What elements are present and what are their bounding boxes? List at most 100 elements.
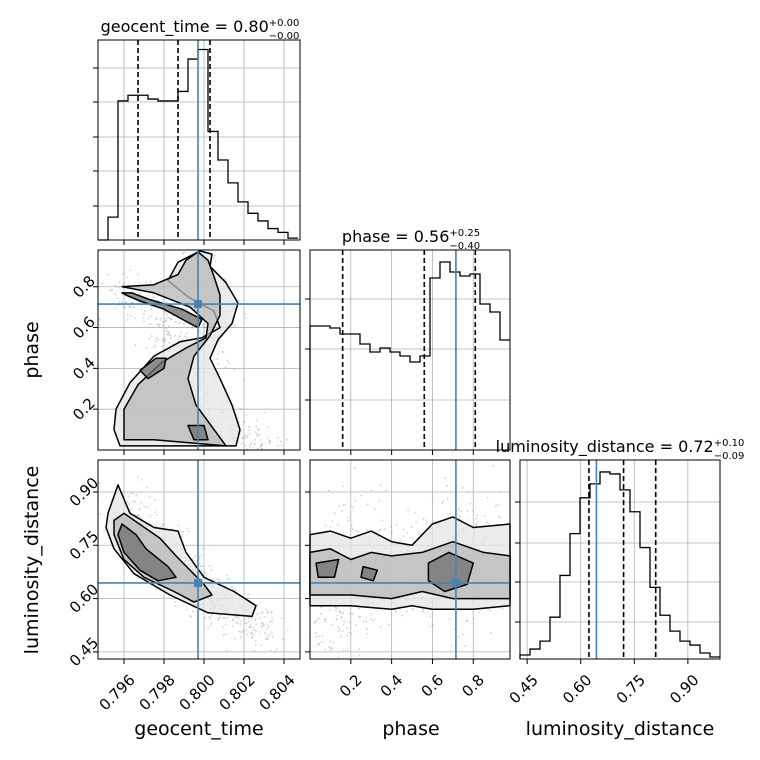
sample-point-a10-13-8 (241, 437, 244, 440)
sample-point-a10-17-2 (118, 281, 121, 283)
sample-point-a10-17-1 (128, 269, 131, 272)
sample-point-a10-19-10 (167, 330, 169, 333)
sample-point-a20-14-4 (258, 631, 260, 633)
sample-point-a20-7-6 (226, 578, 229, 581)
sample-point-a20-14-7 (270, 631, 273, 634)
sample-point-a10-5-3 (180, 339, 183, 341)
sample-point-a20-12-1 (210, 614, 213, 617)
sample-point-a20-30-12 (148, 495, 151, 498)
sample-point-a10-33-3 (154, 340, 157, 343)
sample-point-a10-37-7 (162, 321, 165, 323)
tick-label-y-a20-0: 0.45 (66, 634, 102, 670)
sample-point-a10-17-6 (114, 307, 117, 309)
sample-point-a20-17-10 (137, 514, 140, 517)
sample-point-a10-33-10 (179, 334, 182, 337)
sample-point-a10-37-4 (170, 317, 173, 320)
sample-point-a20-29-1 (219, 616, 221, 619)
sample-point-a21-12-5 (324, 648, 327, 651)
sample-point-a10-3-9 (161, 324, 164, 327)
sample-point-a20-35-4 (230, 586, 233, 588)
sample-point-a21-20-0 (501, 607, 504, 610)
sample-point-a21-12-4 (336, 614, 339, 617)
sample-point-a20-14-5 (251, 617, 253, 620)
contour-a20-inner-2 (117, 523, 177, 582)
sample-point-a10-23-3 (266, 426, 269, 429)
sample-point-a10-15-5 (243, 421, 245, 424)
sample-point-a10-3-13 (150, 335, 153, 337)
sample-point-a20-39-0 (280, 617, 283, 620)
sample-point-a10-38-1 (228, 362, 231, 365)
sample-point-a10-6-9 (191, 327, 194, 330)
sample-point-a10-5-2 (180, 331, 183, 334)
sample-point-a21-22-13 (457, 635, 460, 638)
sample-point-a20-16-0 (273, 650, 276, 653)
sample-point-a21-12-10 (342, 612, 345, 615)
sample-point-a10-16-2 (260, 444, 263, 447)
sample-point-a10-3-3 (165, 327, 168, 330)
sample-point-a10-0-12 (129, 306, 132, 308)
sample-point-a20-17-12 (127, 495, 130, 498)
sample-point-a10-13-1 (257, 433, 260, 436)
sample-point-a20-30-3 (135, 514, 138, 517)
sample-point-a10-21-13 (214, 260, 217, 263)
sample-point-a10-4-0 (168, 325, 170, 328)
sample-point-a10-14-9 (252, 446, 255, 449)
sample-point-a21-18-6 (498, 515, 501, 517)
sample-point-a10-1-13 (125, 301, 128, 304)
sample-point-a10-5-0 (191, 325, 194, 328)
sample-point-a21-14-11 (337, 656, 340, 659)
sample-point-a10-28-2 (204, 326, 207, 329)
sample-point-a21-33-3 (402, 535, 405, 538)
panel-frame-a21 (309, 459, 511, 660)
sample-point-a21-23-7 (340, 635, 343, 638)
sample-point-a21-0-2 (467, 490, 469, 493)
sample-point-a10-18-4 (134, 317, 136, 319)
panel-title-plus-2: +0.10 (714, 438, 745, 449)
sample-point-a21-33-5 (400, 539, 403, 542)
sample-point-a10-14-4 (245, 413, 248, 416)
sample-point-a21-17-11 (446, 498, 449, 500)
sample-point-a21-10-12 (318, 617, 321, 620)
sample-point-a10-0-9 (121, 301, 124, 304)
sample-point-a21-14-9 (366, 628, 369, 631)
sample-point-a10-15-7 (260, 447, 263, 450)
sample-point-a20-14-2 (261, 625, 264, 628)
sample-point-a10-4-5 (158, 325, 161, 328)
sample-point-a10-33-7 (162, 339, 164, 342)
contour-a21-inner-3 (315, 558, 340, 579)
sample-point-a20-38-2 (234, 616, 237, 619)
histogram-a00 (98, 48, 298, 241)
sample-point-a21-17-2 (444, 477, 447, 479)
sample-point-a10-32-4 (260, 447, 263, 450)
sample-point-a20-14-8 (270, 610, 273, 613)
sample-point-a20-11-7 (232, 619, 235, 621)
sample-point-a21-26-2 (370, 489, 373, 492)
sample-point-a10-39-9 (254, 431, 257, 434)
sample-point-a20-30-10 (146, 506, 149, 508)
sample-point-a10-5-4 (168, 341, 171, 344)
sample-point-a20-22-1 (228, 577, 231, 580)
sample-point-a10-17-0 (108, 289, 111, 292)
tick-label-x-a21-0: 0.2 (336, 671, 366, 701)
sample-point-a10-38-2 (217, 352, 220, 355)
sample-point-a10-33-8 (168, 332, 171, 334)
sample-point-a20-14-11 (267, 625, 270, 628)
sample-point-a10-39-3 (260, 442, 263, 445)
sample-point-a20-32-3 (248, 626, 251, 629)
sample-point-a21-36-0 (378, 529, 381, 532)
sample-point-a21-9-7 (358, 615, 361, 618)
sample-point-a21-32-4 (329, 649, 332, 651)
sample-point-a20-13-9 (245, 622, 248, 625)
sample-point-a10-3-0 (165, 317, 168, 319)
sample-point-a10-34-6 (212, 256, 215, 259)
sample-point-a20-13-3 (238, 617, 240, 620)
sample-point-a20-39-4 (254, 617, 257, 620)
sample-point-a21-19-1 (422, 517, 425, 520)
sample-point-a20-22-11 (208, 615, 211, 618)
sample-point-a10-0-6 (123, 306, 126, 309)
sample-point-a21-13-8 (346, 634, 349, 637)
sample-point-a21-34-13 (490, 631, 492, 634)
sample-point-a10-3-6 (156, 317, 158, 319)
sample-point-a21-30-10 (327, 489, 330, 492)
sample-point-a20-22-2 (217, 617, 219, 620)
